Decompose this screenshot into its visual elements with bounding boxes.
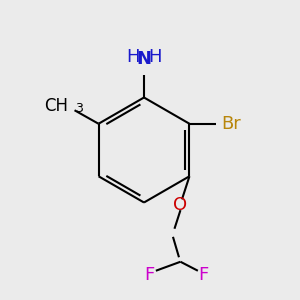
Text: N: N — [136, 50, 152, 68]
Text: O: O — [173, 196, 188, 214]
Text: F: F — [144, 266, 154, 284]
Text: Br: Br — [221, 115, 241, 133]
Text: CH: CH — [44, 97, 68, 115]
Text: F: F — [198, 266, 208, 284]
Text: 3: 3 — [75, 102, 83, 115]
Text: H: H — [127, 48, 140, 66]
Text: H: H — [148, 48, 161, 66]
